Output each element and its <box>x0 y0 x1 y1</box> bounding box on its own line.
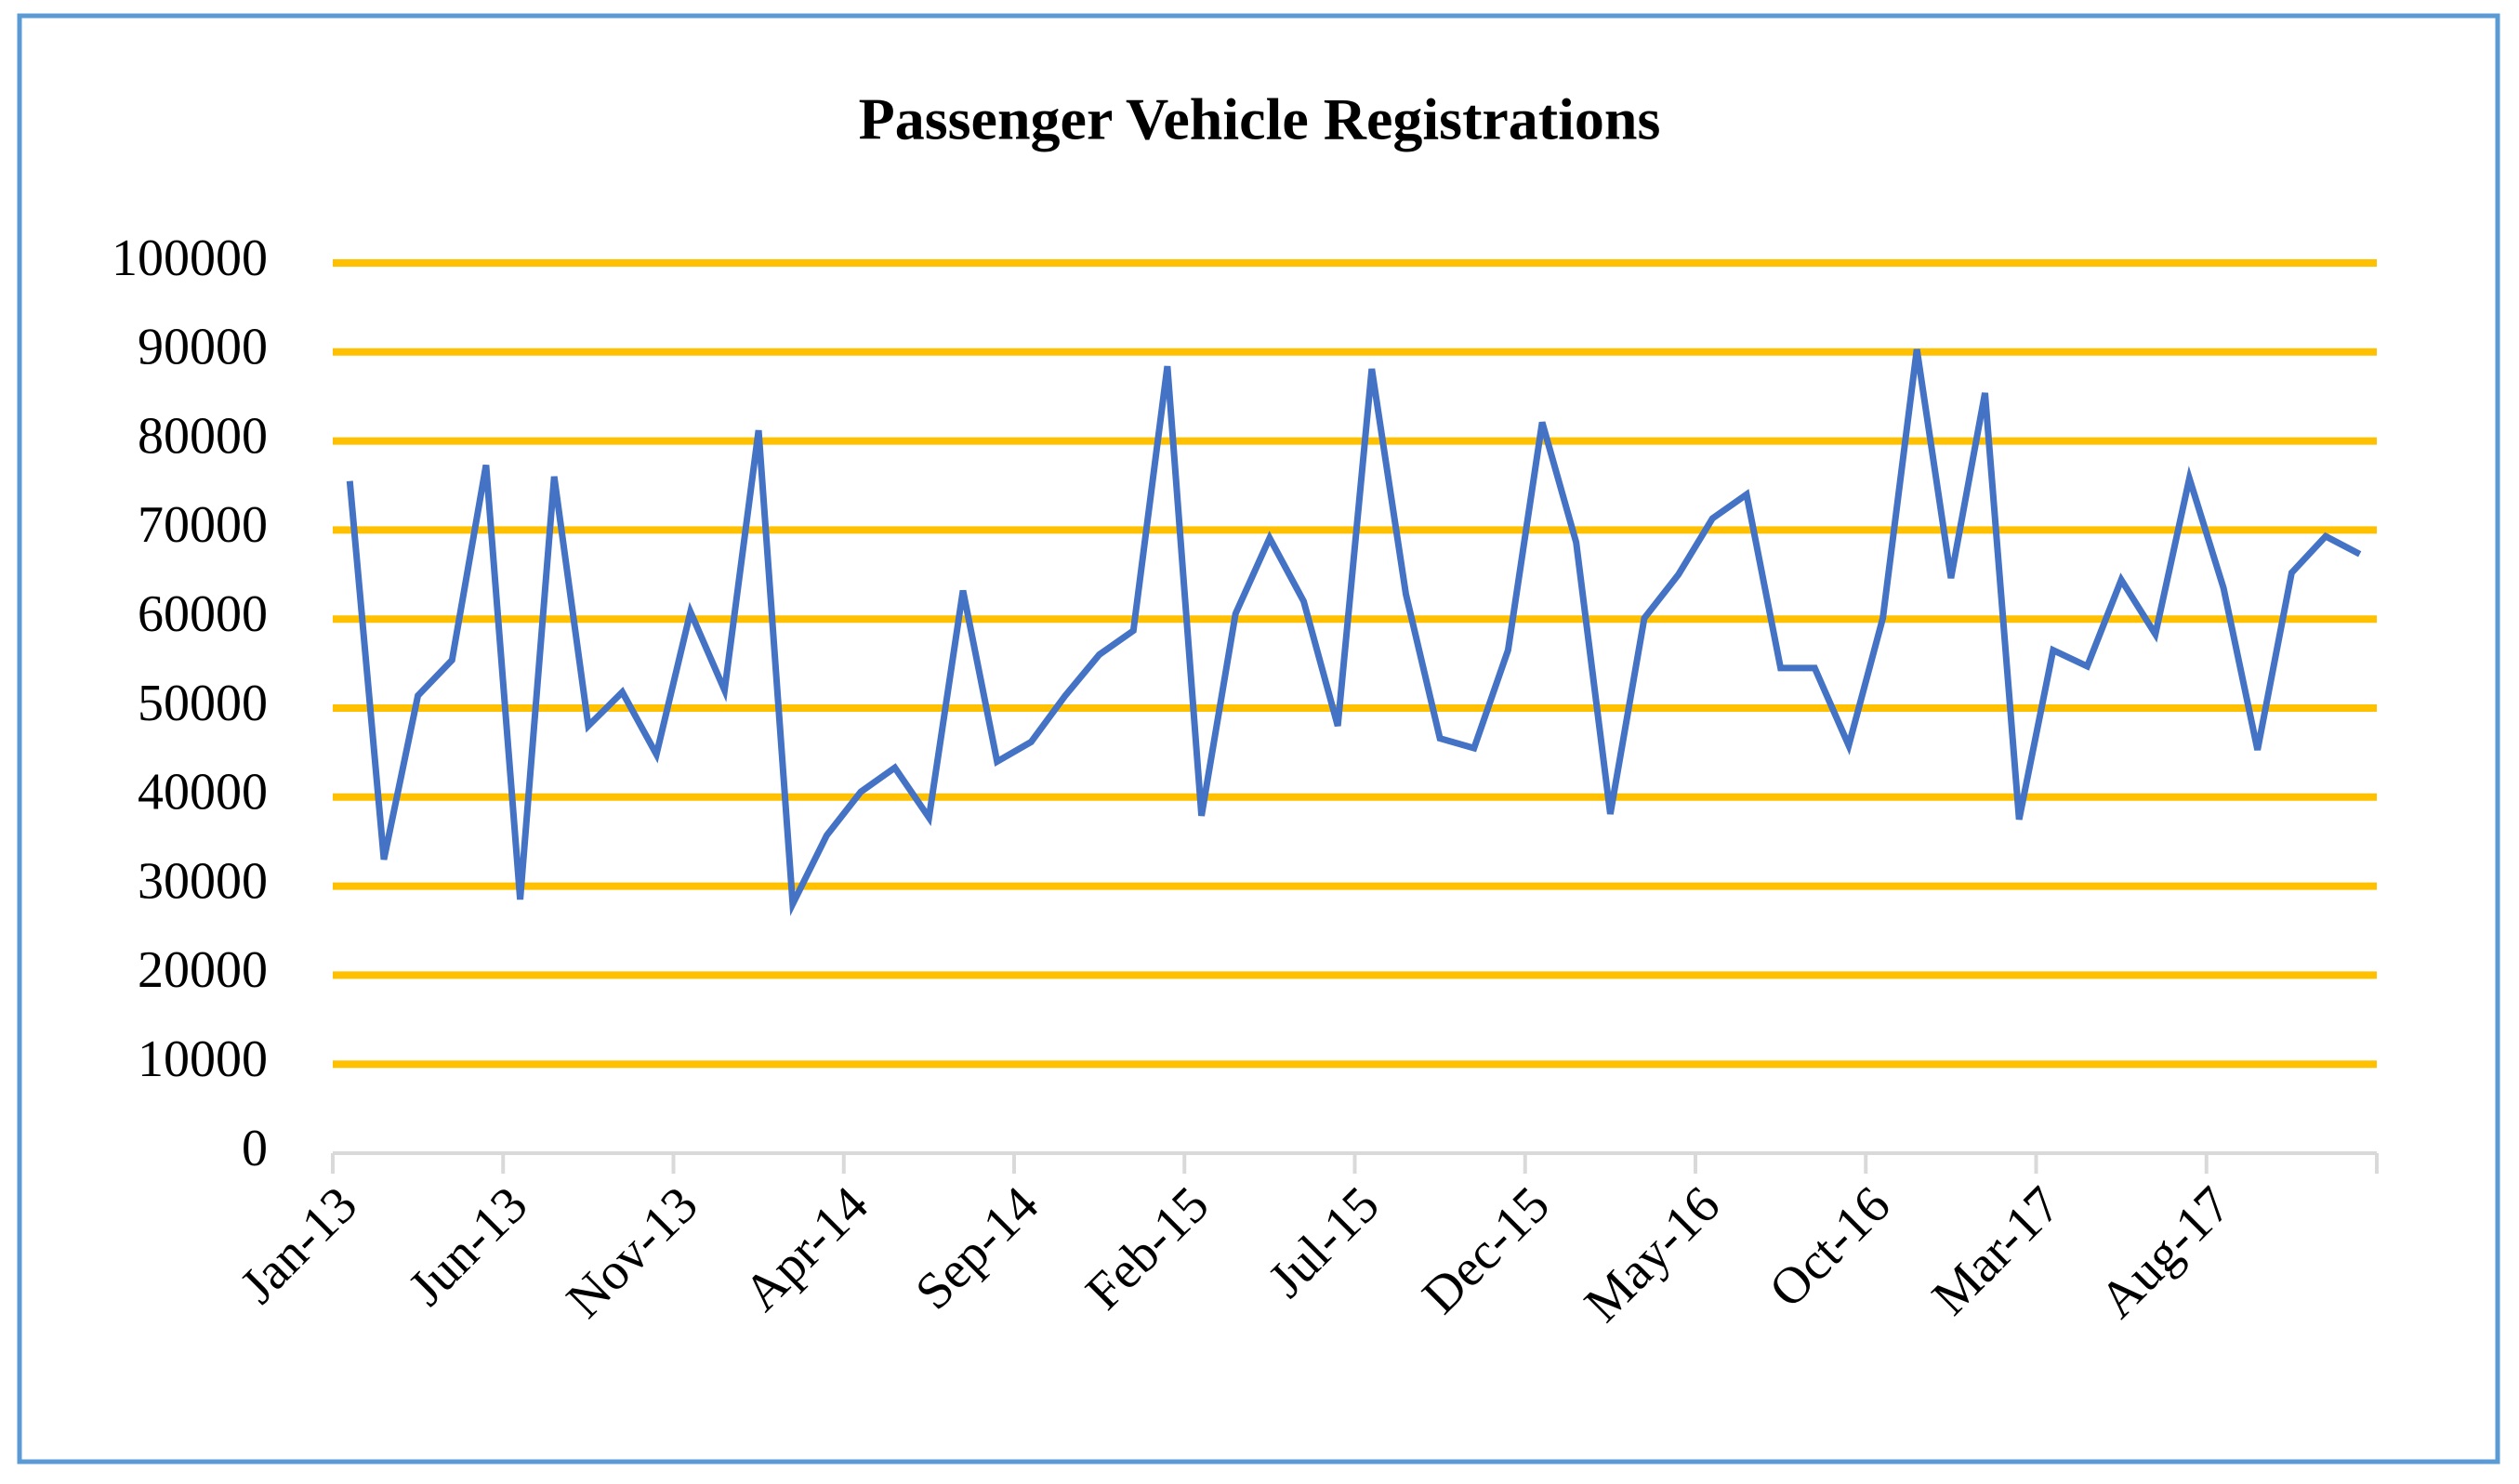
chart-border <box>17 13 2500 1464</box>
y-tick-label: 60000 <box>138 585 268 643</box>
y-tick-label: 10000 <box>138 1031 268 1088</box>
y-tick-label: 20000 <box>138 941 268 999</box>
y-tick-label: 50000 <box>138 675 268 732</box>
y-tick-label: 100000 <box>112 230 268 287</box>
chart-title: Passenger Vehicle Registrations <box>859 86 1661 152</box>
y-tick-label: 70000 <box>138 496 268 554</box>
data-line <box>346 348 2362 916</box>
y-tick-label: 40000 <box>138 764 268 821</box>
y-tick-label: 90000 <box>138 319 268 376</box>
y-tick-label: 0 <box>242 1120 268 1177</box>
y-tick-label: 30000 <box>138 852 268 910</box>
y-tick-label: 80000 <box>138 407 268 465</box>
